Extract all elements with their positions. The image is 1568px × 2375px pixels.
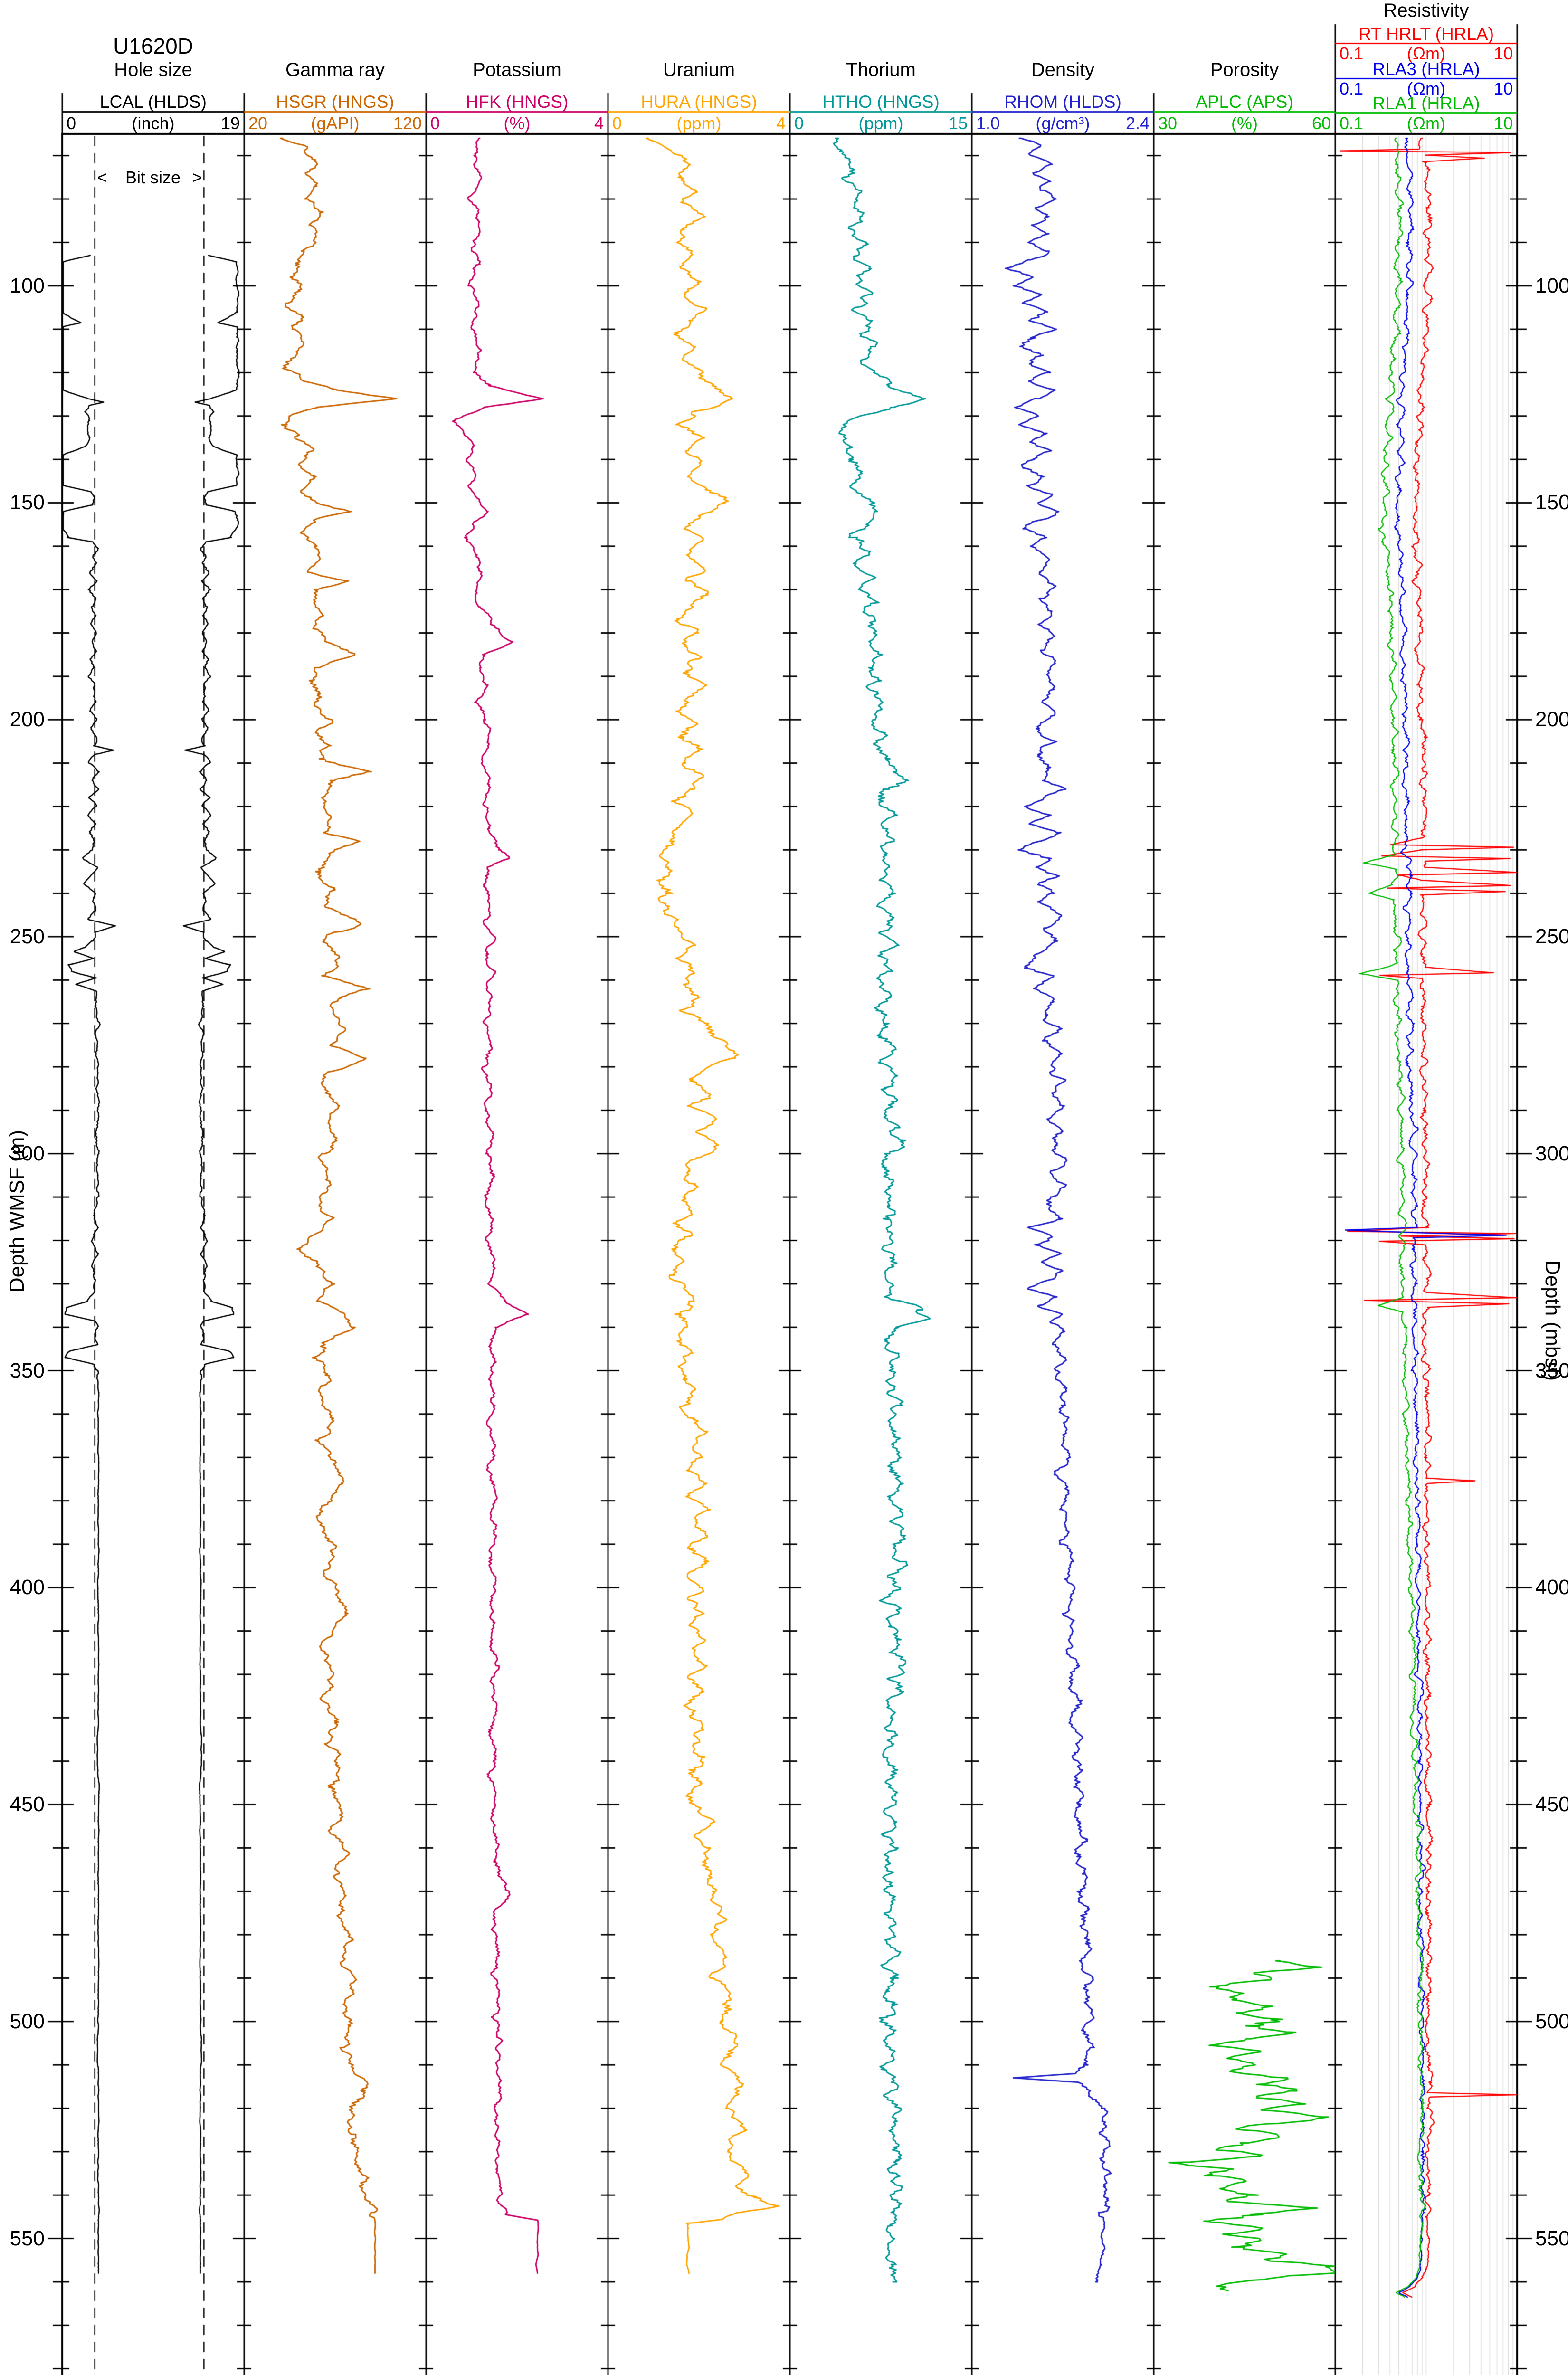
scale-unit: (gAPI) <box>311 114 360 133</box>
track-title: Density <box>1031 59 1095 80</box>
curve-name: APLC (APS) <box>1196 92 1293 112</box>
scale-row-rt-hrlt: 0.1 (Ωm) 10 <box>1335 45 1517 63</box>
scale-unit: (%) <box>504 114 531 133</box>
track-header-hole-size: Hole size LCAL (HLDS) 0 (inch) 19 <box>62 0 244 138</box>
scale-unit: (g/cm³) <box>1036 114 1090 133</box>
scale-unit: (ppm) <box>858 114 903 133</box>
scale-max: 4 <box>594 114 604 133</box>
track-title: Uranium <box>663 59 735 80</box>
track-title: Thorium <box>846 59 916 80</box>
depth-label-left: 250 <box>10 925 45 948</box>
scale-row: 1.0 (g/cm³) 2.4 <box>972 114 1154 133</box>
curve-name: HSGR (HNGS) <box>276 92 394 112</box>
curve-name: HFK (HNGS) <box>466 92 569 112</box>
scale-row: 20 (gAPI) 120 <box>244 114 426 133</box>
track-header-thorium: Thorium HTHO (HNGS) 0 (ppm) 15 <box>790 0 972 138</box>
curve-name: LCAL (HLDS) <box>100 92 207 112</box>
scale-unit: (%) <box>1231 114 1258 133</box>
well-title: U1620D <box>113 34 193 58</box>
curve-name: HURA (HNGS) <box>641 92 757 112</box>
depth-label-right: 250 <box>1535 925 1568 948</box>
scale-max: 4 <box>776 114 786 133</box>
scale-row: 0 (%) 4 <box>426 114 608 133</box>
curve-name: HTHO (HNGS) <box>822 92 940 112</box>
scale-max: 10 <box>1493 79 1513 98</box>
scale-min: 30 <box>1158 114 1178 133</box>
scale-max: 2.4 <box>1125 114 1150 133</box>
track-title: Potassium <box>473 59 561 80</box>
track-title: Gamma ray <box>285 59 385 80</box>
scale-row: 0 (inch) 19 <box>62 114 244 133</box>
depth-label-left: 100 <box>10 274 45 297</box>
depth-label-left: 400 <box>10 1576 45 1599</box>
depth-label-right: 300 <box>1535 1141 1568 1165</box>
track-header-density: Density RHOM (HLDS) 1.0 (g/cm³) 2.4 <box>972 0 1154 138</box>
depth-label-left: 450 <box>10 1793 45 1816</box>
curve-name-rla1: RLA1 (HRLA) <box>1372 94 1480 113</box>
track-header-uranium: Uranium HURA (HNGS) 0 (ppm) 4 <box>608 0 790 138</box>
depth-label-right: 400 <box>1535 1576 1568 1599</box>
bit-size-left-arrow: < <box>97 168 107 187</box>
scale-min: 0.1 <box>1340 79 1364 98</box>
depth-label-right: 500 <box>1535 2009 1568 2033</box>
track-title: Hole size <box>114 59 192 80</box>
scale-row: 30 (%) 60 <box>1154 114 1335 133</box>
scale-max: 120 <box>393 114 422 133</box>
depth-label-left: 550 <box>10 2226 45 2250</box>
track-header-gamma-ray: Gamma ray HSGR (HNGS) 20 (gAPI) 120 <box>244 0 426 138</box>
scale-min: 0.1 <box>1340 114 1364 133</box>
depth-label-left: 500 <box>10 2009 45 2033</box>
scale-min: 0 <box>430 114 440 133</box>
scale-max: 15 <box>948 114 968 133</box>
curve-name-rt-hrlt: RT HRLT (HRLA) <box>1358 24 1494 44</box>
scale-min: 1.0 <box>976 114 1000 133</box>
scale-unit: (Ωm) <box>1407 114 1445 133</box>
depth-label-right: 350 <box>1535 1358 1568 1382</box>
curve-name-rla3: RLA3 (HRLA) <box>1372 59 1480 79</box>
scale-max: 60 <box>1311 114 1331 133</box>
scale-row-rla1: 0.1 (Ωm) 10 <box>1335 114 1517 133</box>
scale-min: 0 <box>794 114 804 133</box>
scale-unit: (Ωm) <box>1407 44 1445 63</box>
depth-label-right: 200 <box>1535 708 1568 732</box>
scale-unit: (Ωm) <box>1407 79 1445 98</box>
depth-label-left: 150 <box>10 491 45 514</box>
depth-label-left: 350 <box>10 1358 45 1382</box>
scale-min: 0.1 <box>1340 44 1364 63</box>
scale-max: 10 <box>1493 44 1513 63</box>
depth-label-right: 450 <box>1535 1793 1568 1816</box>
depth-label-left: 200 <box>10 708 45 732</box>
curve-name: RHOM (HLDS) <box>1004 92 1121 112</box>
depth-label-left: 300 <box>10 1141 45 1165</box>
scale-max: 19 <box>220 114 240 133</box>
track-header-porosity: Porosity APLC (APS) 30 (%) 60 <box>1154 0 1335 138</box>
scale-min: 0 <box>67 114 76 133</box>
scale-row: 0 (ppm) 15 <box>790 114 972 133</box>
scale-max: 10 <box>1493 114 1513 133</box>
depth-label-right: 150 <box>1535 491 1568 514</box>
depth-label-right: 100 <box>1535 274 1568 297</box>
scale-row: 0 (ppm) 4 <box>608 114 790 133</box>
scale-min: 0 <box>612 114 622 133</box>
bit-size-right-arrow: > <box>192 168 202 187</box>
scale-row-rla3: 0.1 (Ωm) 10 <box>1335 80 1517 98</box>
track-title-resistivity: Resistivity <box>1383 0 1469 21</box>
bit-size-label: Bit size <box>125 168 181 187</box>
scale-unit: (inch) <box>132 114 175 133</box>
track-title: Porosity <box>1210 59 1279 80</box>
scale-unit: (ppm) <box>676 114 722 133</box>
scale-min: 20 <box>248 114 268 133</box>
track-header-potassium: Potassium HFK (HNGS) 0 (%) 4 <box>426 0 608 138</box>
depth-label-right: 550 <box>1535 2226 1568 2250</box>
